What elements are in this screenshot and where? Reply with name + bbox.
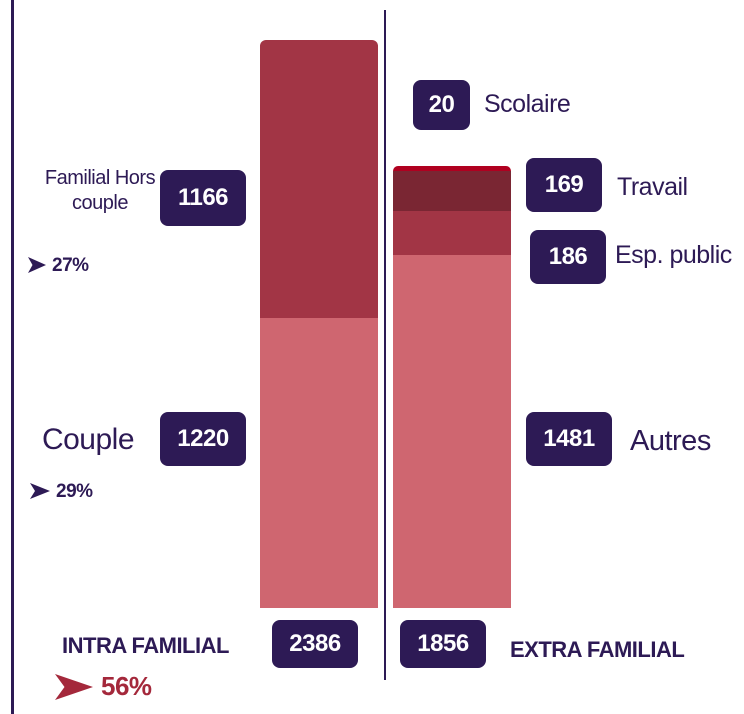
value-badge: 169 <box>526 158 602 212</box>
bar-segment <box>260 317 378 608</box>
bar-segment <box>393 255 511 608</box>
divider <box>384 10 386 680</box>
share-label: 27% <box>52 255 89 276</box>
value-badge: 1220 <box>160 412 246 466</box>
segment-label: Autres <box>630 425 711 457</box>
arrow-icon <box>28 257 46 273</box>
bar-segment <box>260 40 378 318</box>
value-badge: 1481 <box>526 412 612 466</box>
total-badge: 2386 <box>272 620 358 668</box>
share-label: 29% <box>56 481 93 502</box>
bar-segment <box>393 166 511 171</box>
group-share: 56% <box>101 671 152 701</box>
segment-label: Esp. public <box>615 241 732 269</box>
group-name: INTRA FAMILIAL <box>62 633 229 658</box>
segment-label: Familial Hors couple <box>44 167 156 214</box>
bar-segment <box>393 211 511 256</box>
segment-label: Scolaire <box>484 90 571 118</box>
group-name: EXTRA FAMILIAL <box>510 637 685 662</box>
segment-label: Travail <box>617 173 688 201</box>
value-badge: 186 <box>530 230 606 284</box>
arrow-icon <box>55 674 93 700</box>
value-badge: 20 <box>413 80 470 130</box>
arrow-icon <box>30 483 50 499</box>
value-badge: 1166 <box>160 170 246 226</box>
segment-label: Couple <box>41 423 135 456</box>
bar-segment <box>393 170 511 212</box>
total-badge: 1856 <box>400 620 486 668</box>
left-rule <box>11 0 14 714</box>
